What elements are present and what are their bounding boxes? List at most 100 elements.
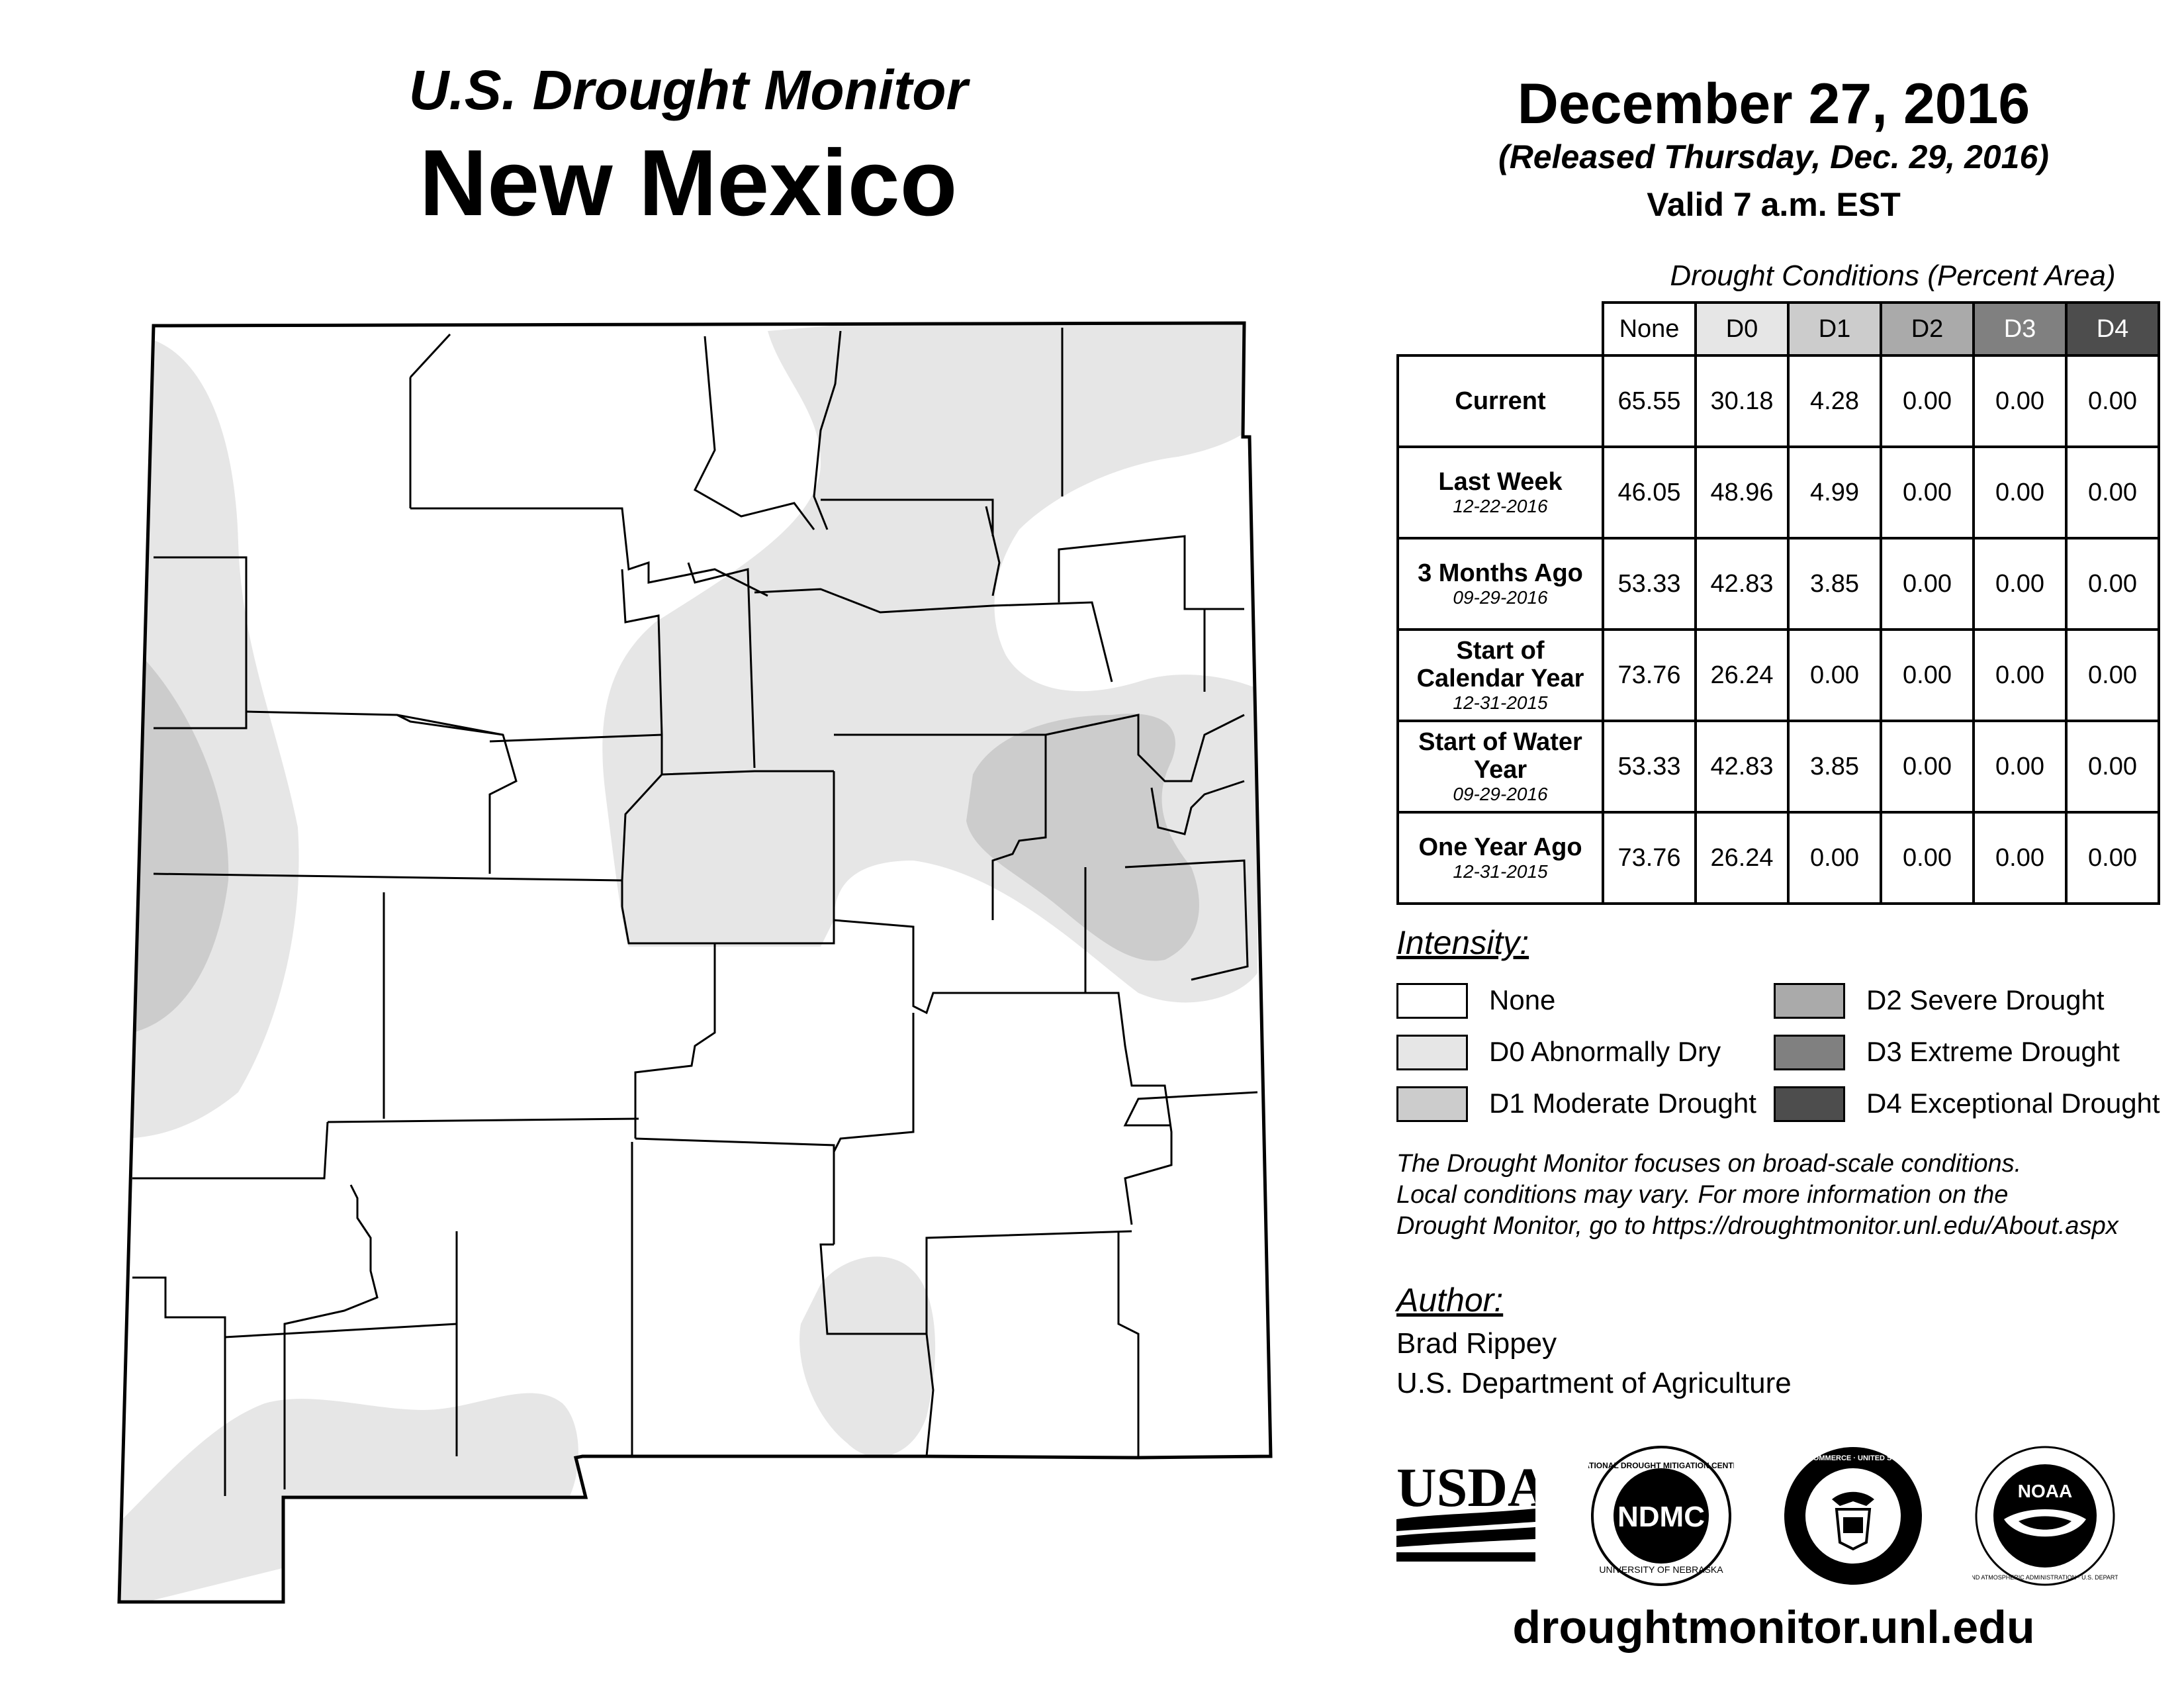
doc-seal-text: DEPARTMENT OF COMMERCE · UNITED STATES O… [1780,1454,1926,1462]
table-cell: 0.00 [1880,537,1975,631]
table-cell: 3.85 [1787,537,1882,631]
usda-logo-text: USDA [1396,1457,1535,1519]
row-label-text: Start of Water Year [1418,728,1582,784]
none-hole-ne [1010,498,1177,678]
author-name: Brad Rippey [1396,1327,1557,1360]
table-cell: 48.96 [1694,445,1790,539]
table-cell: 0.00 [1880,720,1975,814]
row-label: Last Week 12-22-2016 [1396,445,1604,539]
legend-swatch-none [1396,983,1468,1019]
table-cell: 0.00 [2065,537,2160,631]
noaa-logo-text: NOAA [2018,1481,2072,1501]
table-cell: 0.00 [1880,354,1975,448]
table-cell: 46.05 [1602,445,1697,539]
table-cell: 0.00 [2065,354,2160,448]
table-cell: 0.00 [1972,720,2068,814]
table-cell: 53.33 [1602,720,1697,814]
website-link[interactable]: droughtmonitor.unl.edu [1512,1601,2035,1653]
table-row: Last Week 12-22-2016 46.05 48.96 4.99 0.00 0.0… [1396,445,2160,539]
table-cell: 0.00 [1787,811,1882,905]
row-label-date: 09-29-2016 [1453,784,1548,804]
note-line-1: The Drought Monitor focuses on broad-sca… [1396,1150,2022,1178]
table-row: Start of Water Year 09-29-2016 53.33 42.83 3… [1396,720,2160,814]
table-row: One Year Ago 12-31-2015 73.76 26.24 0.00 0.00… [1396,811,2160,905]
table-row: Start of Calendar Year 12-31-2015 73.76 26.… [1396,628,2160,722]
doc-seal-logo: DEPARTMENT OF COMMERCE · UNITED STATES O… [1780,1447,1926,1585]
state-map [117,321,1273,1604]
table-cell: 26.24 [1694,811,1790,905]
map-subtitle: U.S. Drought Monitor [408,59,968,121]
table-cell: 73.76 [1602,628,1697,722]
table-row: 3 Months Ago 09-29-2016 53.33 42.83 3.85 0.00… [1396,537,2160,631]
col-header-d3: D3 [1972,301,2068,357]
table-cell: 0.00 [1787,628,1882,722]
legend-label-d4: D4 Exceptional Drought [1866,1088,2160,1119]
legend-label-none: None [1489,984,1556,1015]
legend-swatch-d2 [1774,983,1845,1019]
table-cell: 0.00 [1880,811,1975,905]
row-label-text: Start of Calendar Year [1416,637,1584,692]
row-label: Current [1396,354,1604,448]
row-label: Start of Calendar Year 12-31-2015 [1396,628,1604,722]
ndmc-logo-top: NATIONAL DROUGHT MITIGATION CENTER [1588,1461,1734,1470]
table-cell: 53.33 [1602,537,1697,631]
conditions-table: None D0 D1 D2 D3 D4 Current 65.55 30.18 4.2… [1396,301,2160,905]
legend-swatch-d3 [1774,1035,1845,1070]
table-cell: 0.00 [2065,720,2160,814]
row-label-text: 3 Months Ago [1418,559,1583,587]
table-cell: 26.24 [1694,628,1790,722]
table-cell: 3.85 [1787,720,1882,814]
legend-label-d2: D2 Severe Drought [1866,984,2105,1015]
d1-west-area [119,635,229,1033]
row-label-text: Last Week [1438,468,1563,496]
col-header-d2: D2 [1880,301,1975,357]
row-label-text: Current [1455,387,1546,415]
row-label: 3 Months Ago 09-29-2016 [1396,537,1604,631]
table-corner [1398,303,1603,355]
table-cell: 0.00 [2065,445,2160,539]
table-cell: 0.00 [1972,354,2068,448]
legend-label-d0: D0 Abnormally Dry [1489,1036,1721,1067]
table-cell: 0.00 [1880,628,1975,722]
row-label-text: One Year Ago [1418,833,1582,861]
table-cell: 0.00 [2065,811,2160,905]
col-header-d4: D4 [2065,301,2160,357]
table-cell: 4.99 [1787,445,1882,539]
author-heading: Author: [1396,1282,1504,1319]
release-date: (Released Thursday, Dec. 29, 2016) [1498,138,2049,175]
valid-time: Valid 7 a.m. EST [1647,186,1901,223]
legend-swatch-d1 [1396,1086,1468,1122]
row-label: Start of Water Year 09-29-2016 [1396,720,1604,814]
d0-southeast-area [799,1256,936,1457]
noaa-logo: NOAA NATIONAL OCEANIC AND ATMOSPHERIC AD… [1972,1446,2118,1586]
ndmc-logo-bottom: UNIVERSITY OF NEBRASKA [1599,1564,1723,1575]
noaa-ring-text: NATIONAL OCEANIC AND ATMOSPHERIC ADMINIS… [1972,1574,2118,1581]
col-header-d1: D1 [1787,301,1882,357]
col-header-none: None [1602,301,1697,357]
table-cell: 42.83 [1694,537,1790,631]
ndmc-logo-text: NDMC [1617,1501,1705,1533]
legend-title: Intensity: [1396,924,1529,961]
legend-label-d3: D3 Extreme Drought [1866,1036,2120,1067]
table-cell: 0.00 [1972,537,2068,631]
state-outline [117,321,1273,1604]
table-cell: 0.00 [1972,445,2068,539]
legend-swatch-d4 [1774,1086,1845,1122]
table-cell: 4.28 [1787,354,1882,448]
usda-logo: USDA [1396,1457,1535,1562]
row-label-date: 12-31-2015 [1453,861,1548,882]
table-row: Current 65.55 30.18 4.28 0.00 0.00 0.00 [1396,354,2160,448]
ndmc-logo: NDMC NATIONAL DROUGHT MITIGATION CENTER … [1588,1446,1734,1586]
note-line-3: Drought Monitor, go to https://droughtmo… [1396,1212,2118,1240]
table-cell: 0.00 [1972,811,2068,905]
table-cell: 0.00 [2065,628,2160,722]
legend-swatch-d0 [1396,1035,1468,1070]
row-label-date: 12-31-2015 [1453,692,1548,713]
disclaimer-note: The Drought Monitor focuses on broad-sca… [1396,1149,2177,1242]
row-label-date: 09-29-2016 [1453,587,1548,608]
row-label: One Year Ago 12-31-2015 [1396,811,1604,905]
map-date: December 27, 2016 [1517,72,2030,136]
table-cell: 73.76 [1602,811,1697,905]
col-header-d0: D0 [1694,301,1790,357]
table-cell: 0.00 [1972,628,2068,722]
